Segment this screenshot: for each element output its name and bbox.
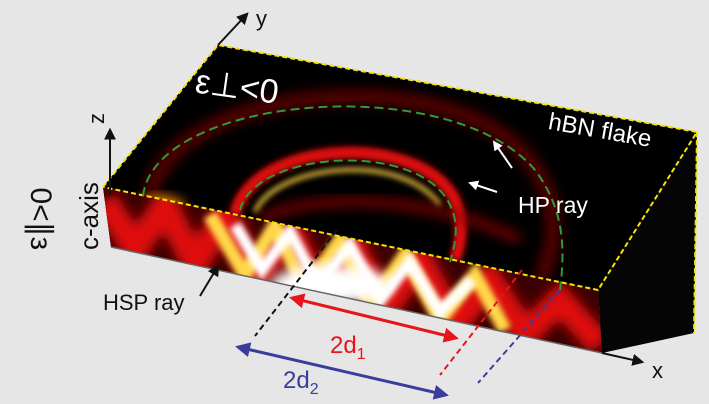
x-axis-arrow (601, 352, 645, 366)
y-axis-arrow (217, 12, 249, 46)
slab-edge-dashed (102, 43, 699, 292)
d1-arrow (289, 293, 459, 343)
d2-label: 2d2 (283, 367, 319, 398)
d2-arrow (235, 342, 449, 400)
slab-side-face (598, 132, 697, 353)
c-axis-label: c-axis (74, 182, 104, 250)
hp-arrow-2 (468, 180, 498, 193)
x-axis-label: x (652, 358, 663, 383)
hsp-arrow (199, 263, 220, 297)
hsp-ray-label: HSP ray (103, 290, 185, 315)
eps-par-label: ε∥>0 (24, 187, 57, 250)
z-axis-label: z (84, 113, 109, 124)
hp-ray-label: HP ray (518, 192, 588, 218)
d1-label: 2d1 (330, 332, 366, 363)
hp-arrow-1 (492, 140, 513, 169)
hp-ray-inner-arc (239, 159, 457, 263)
y-axis-label: y (256, 6, 267, 31)
hp-ray-outer-arc (142, 105, 564, 291)
